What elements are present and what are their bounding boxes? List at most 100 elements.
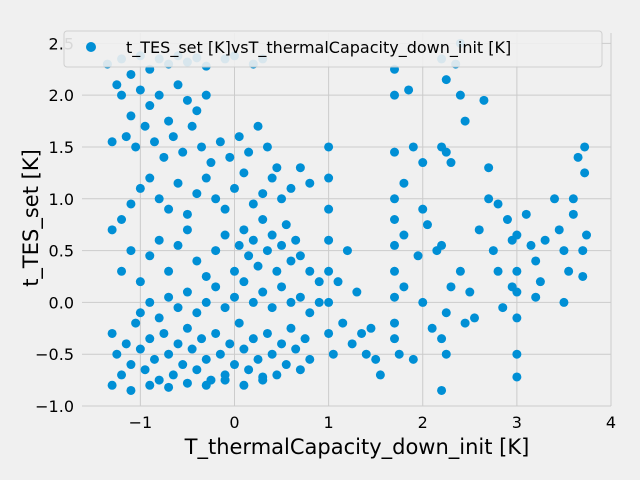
data-point [149, 354, 159, 364]
data-point [182, 209, 192, 219]
data-point [455, 266, 465, 276]
data-point [371, 354, 381, 364]
data-point [211, 194, 221, 204]
data-point [366, 323, 376, 333]
y-tick-label: 1.5 [49, 138, 74, 157]
data-point [135, 277, 145, 287]
data-point [211, 282, 221, 292]
data-point [206, 158, 216, 168]
data-point [126, 111, 136, 121]
data-point [220, 204, 230, 214]
data-point [121, 132, 131, 142]
data-point [262, 246, 272, 256]
data-point [531, 292, 541, 302]
data-point [149, 137, 159, 147]
data-point [239, 225, 249, 235]
data-point [347, 339, 357, 349]
data-point [154, 90, 164, 100]
data-point [201, 90, 211, 100]
data-point [390, 215, 400, 224]
data-point [305, 308, 315, 318]
data-point [324, 266, 334, 276]
data-point [267, 349, 277, 359]
data-point [390, 292, 400, 302]
data-point [512, 287, 522, 297]
x-tick-label: 3 [512, 413, 522, 432]
data-point [107, 225, 117, 235]
data-point [437, 385, 447, 395]
data-point [258, 287, 268, 297]
data-point [404, 85, 414, 95]
data-point [211, 328, 221, 338]
data-point [540, 235, 550, 245]
data-point [164, 116, 174, 126]
data-point [455, 90, 465, 100]
data-point [281, 360, 291, 370]
tick-labels: −1 0 1 2 3 4−1.0−0.50.00.51.01.52.02.5 [35, 34, 616, 432]
data-point [220, 303, 230, 313]
data-point [418, 297, 428, 307]
data-point [168, 132, 178, 142]
data-point [248, 297, 258, 307]
data-point [535, 277, 545, 287]
data-point [262, 328, 272, 338]
data-point [375, 370, 385, 380]
data-point [460, 116, 470, 126]
y-axis-label: t_TES_set [K] [19, 149, 44, 287]
data-point [154, 375, 164, 385]
data-point [182, 378, 192, 388]
data-point [277, 339, 287, 349]
data-point [126, 246, 136, 256]
legend-marker [86, 42, 96, 52]
data-point [145, 251, 155, 261]
data-point [197, 142, 207, 152]
data-point [244, 365, 254, 375]
data-point [484, 194, 494, 204]
data-point [286, 183, 296, 193]
data-point [145, 297, 155, 307]
data-point [559, 297, 569, 307]
data-point [154, 313, 164, 323]
data-point [498, 303, 508, 313]
data-point [126, 199, 136, 209]
data-point [300, 334, 310, 344]
data-point [178, 360, 188, 370]
data-point [295, 292, 305, 302]
data-point [187, 121, 197, 131]
data-point [131, 318, 141, 328]
data-point [220, 375, 230, 385]
data-point [112, 80, 122, 90]
data-point [493, 266, 503, 276]
data-point [117, 266, 127, 276]
data-point [267, 173, 277, 183]
data-point [107, 328, 117, 338]
data-point [192, 308, 202, 318]
data-point [408, 354, 418, 364]
data-point [145, 101, 155, 111]
data-point [399, 230, 409, 240]
data-point [164, 266, 174, 276]
y-tick-label: 0.0 [49, 293, 74, 312]
data-point [192, 256, 202, 266]
legend-entry-label: t_TES_set [K]vsT_thermalCapacity_down_in… [126, 38, 511, 58]
data-point [145, 380, 155, 390]
data-point [140, 121, 150, 131]
x-tick-label: 2 [418, 413, 428, 432]
data-point [465, 287, 475, 297]
data-point [173, 80, 183, 90]
data-point [164, 204, 174, 214]
data-point [192, 106, 202, 116]
data-point [272, 163, 282, 173]
data-point [215, 137, 225, 147]
data-point [267, 303, 277, 313]
x-tick-label: 0 [229, 413, 239, 432]
data-point [234, 318, 244, 328]
data-point [178, 147, 188, 157]
data-point [248, 199, 258, 209]
data-point [225, 339, 235, 349]
data-point [390, 147, 400, 157]
data-point [253, 121, 263, 131]
data-point [159, 152, 169, 162]
data-point [413, 251, 423, 261]
data-point [568, 194, 578, 204]
